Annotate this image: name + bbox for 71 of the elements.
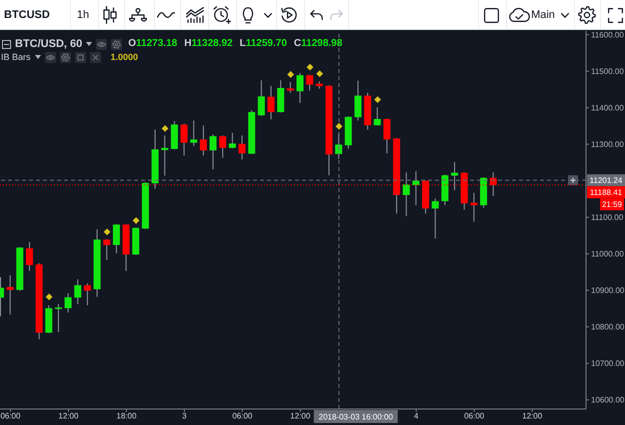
point xyxy=(306,64,314,71)
y-tick-label: 11100.00 xyxy=(591,213,624,222)
y-tick-label: 10900.00 xyxy=(591,286,625,296)
candlestick xyxy=(26,242,33,272)
annotation: C11298.98 xyxy=(294,38,342,49)
annotation: O11273.18 xyxy=(128,38,178,49)
x-tick-label: 18:00 xyxy=(116,412,137,421)
candlestick xyxy=(383,118,390,154)
annotation: IB Bars xyxy=(1,51,31,63)
candlestick xyxy=(306,74,314,92)
candlestick xyxy=(286,82,294,94)
candlestick xyxy=(103,238,110,260)
candlestick xyxy=(200,125,207,156)
point xyxy=(104,228,110,236)
point xyxy=(46,293,53,300)
text: 1h xyxy=(76,8,90,22)
x-tick-label: 06:00 xyxy=(232,412,253,421)
candlestick xyxy=(451,162,458,191)
candlestick xyxy=(219,134,226,158)
candlestick xyxy=(402,172,410,217)
x-tick-label: 06:00 xyxy=(0,412,22,421)
y-tick-label: 10600.00 xyxy=(591,396,625,405)
candlestick xyxy=(180,123,188,156)
y-tick-label: 11500.00 xyxy=(591,67,624,76)
point xyxy=(336,122,342,130)
x-tick-label: 3 xyxy=(182,412,188,421)
candlestick xyxy=(6,274,14,315)
text: BTC/USD, 60 xyxy=(15,37,82,51)
annotation: L11259.70 xyxy=(240,38,287,49)
annotation: H11328.92 xyxy=(184,38,233,49)
point xyxy=(162,125,168,132)
candlestick xyxy=(210,134,217,170)
ref-line-label: 11201.24 xyxy=(590,176,623,186)
y-tick-label: 11600.00 xyxy=(591,30,624,40)
point xyxy=(374,96,382,104)
candlestick xyxy=(374,106,381,126)
ref-line-label: 11188.41 xyxy=(590,188,623,198)
point xyxy=(316,70,324,78)
y-tick-label: 11400.00 xyxy=(591,104,624,113)
x-tick-label: 06:00 xyxy=(464,412,485,421)
candlestick xyxy=(238,134,246,160)
y-tick-label: 10800.00 xyxy=(591,322,625,332)
x-tick-label: 12:00 xyxy=(58,412,79,421)
x-tick-label: 4 xyxy=(414,412,420,421)
y-tick-label: 10700.00 xyxy=(591,359,625,368)
candlestick xyxy=(354,80,362,121)
ref-line-label: 2018-03-03 16:00:00 xyxy=(318,412,394,422)
candlestick xyxy=(412,170,420,206)
candlestick xyxy=(54,304,62,332)
candlestick xyxy=(470,192,478,222)
point xyxy=(132,217,140,224)
candlestick xyxy=(268,85,275,120)
candlestick xyxy=(432,198,439,239)
candlestick xyxy=(74,278,82,305)
text: BTCUSD xyxy=(4,8,50,22)
candlestick xyxy=(190,120,198,147)
x-tick-label: 12:00 xyxy=(522,412,543,421)
candlestick xyxy=(64,292,72,314)
text: Main xyxy=(531,8,555,22)
candlestick xyxy=(258,80,265,116)
candlestick xyxy=(112,224,120,254)
x-tick-label: 12:00 xyxy=(290,412,311,421)
point xyxy=(287,71,294,78)
text: 21:59 xyxy=(602,200,623,210)
y-tick-label: 11300.00 xyxy=(591,140,624,150)
candlestick xyxy=(296,72,304,104)
candlestick xyxy=(228,132,236,149)
candlestick xyxy=(84,282,91,306)
annotation: 1.0000 xyxy=(110,51,138,63)
candlestick xyxy=(161,134,168,176)
y-tick-label: 11000.00 xyxy=(591,250,624,259)
